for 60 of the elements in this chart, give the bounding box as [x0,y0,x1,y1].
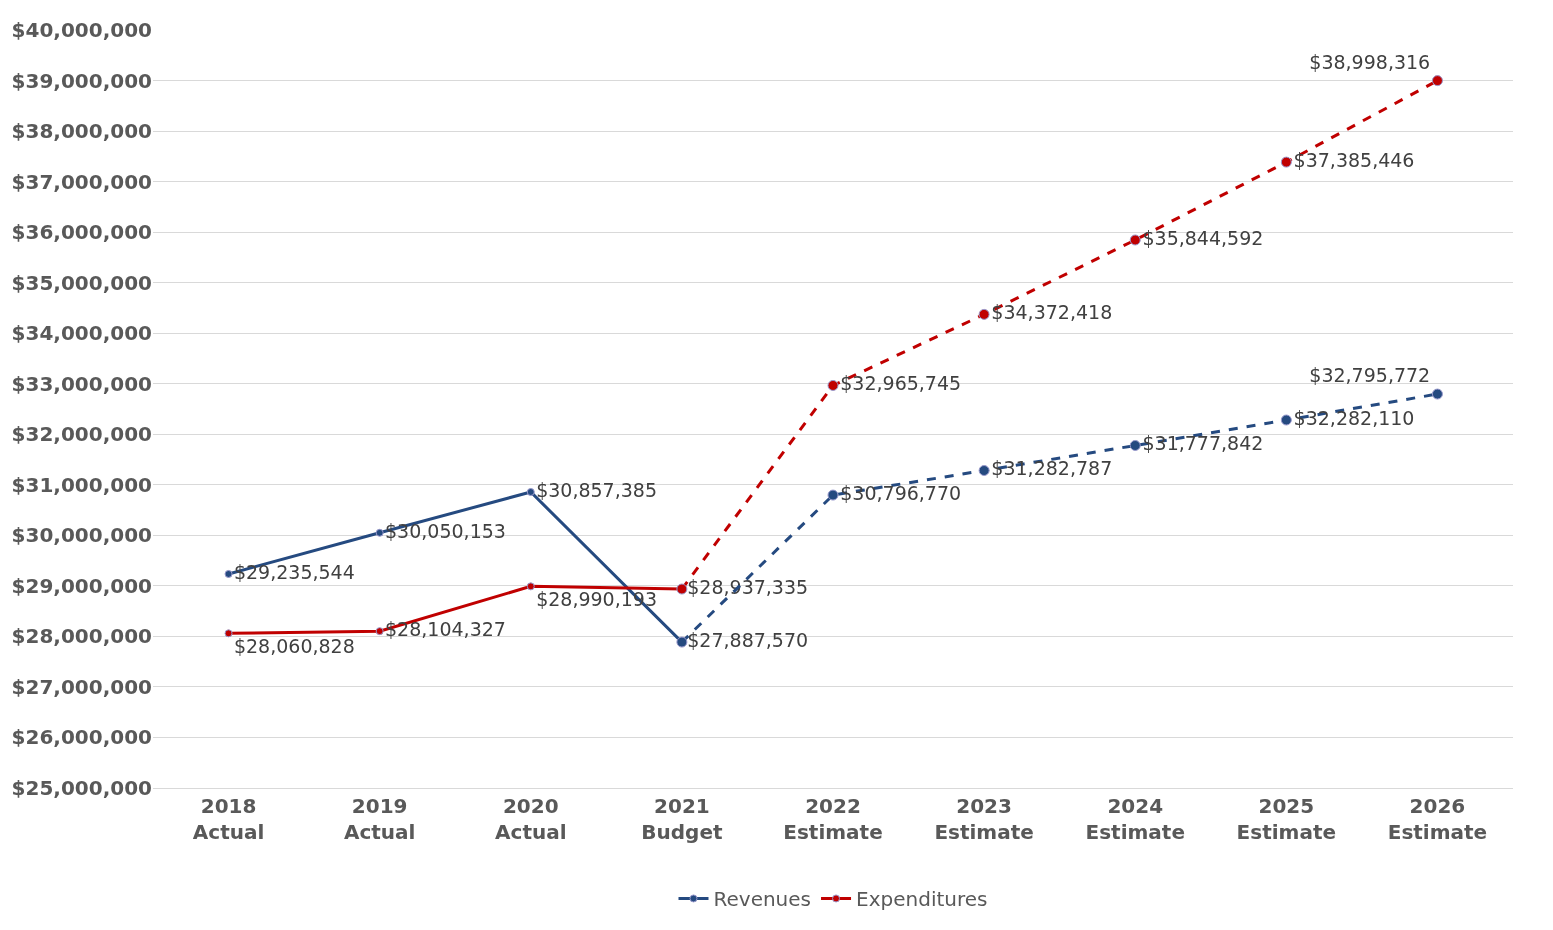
data-label: $29,235,544 [233,560,355,583]
point [526,582,535,591]
data-label: $30,796,770 [840,481,962,504]
point [827,489,839,501]
data-label: $28,937,335 [687,575,809,598]
data-label: $38,998,316 [1309,50,1431,73]
x-tick-label: 2023 Estimate [934,794,1034,844]
data-label: $31,282,787 [991,457,1113,480]
data-label: $30,050,153 [385,519,506,542]
x-tick-label: 2026 Estimate [1387,794,1488,844]
y-tick-label: $38,000,000 [11,119,152,144]
x-tick-label: 2025 Estimate [1236,794,1337,844]
y-tick-label: $31,000,000 [11,472,152,497]
point [375,528,384,537]
x-tick-label: 2019 Actual [343,794,416,844]
point [1431,75,1443,87]
x-tick-label: 2022 Estimate [783,794,883,844]
y-tick-label: $30,000,000 [11,523,152,548]
x-tick-label: 2024 Estimate [1085,794,1185,844]
point [375,627,384,636]
y-tick-label: $40,000,000 [11,18,152,42]
point [224,569,233,578]
point [1280,156,1292,168]
y-tick-label: $25,000,000 [11,776,152,800]
point [1129,439,1141,451]
y-tick-label: $34,000,000 [11,321,152,346]
point [978,308,990,320]
data-label: $32,282,110 [1293,406,1415,429]
y-tick-label: $26,000,000 [11,725,152,750]
y-tick-label: $28,000,000 [11,624,152,649]
data-label: $30,857,385 [536,478,658,501]
data-label: $28,060,828 [233,634,355,657]
x-tick-label: 2018 Actual [192,794,265,844]
y-tick-label: $35,000,000 [11,270,152,295]
y-tick-label: $37,000,000 [11,169,152,194]
y-tick-label: $32,000,000 [11,422,152,447]
y-tick-label: $39,000,000 [11,68,152,93]
point [1431,388,1443,400]
point [1280,414,1292,426]
data-label: $34,372,418 [991,301,1113,324]
x-tick-label: 2021 Budget [641,794,723,844]
x-tick-label: 2020 Actual [495,794,567,844]
legend-label: Expenditures [856,887,988,912]
data-label: $37,385,446 [1293,148,1415,171]
data-label: $28,104,327 [385,617,506,640]
y-tick-label: $33,000,000 [11,371,152,396]
y-tick-label: $36,000,000 [11,220,152,245]
point [978,465,990,477]
data-label: $31,777,842 [1142,432,1264,455]
data-label: $32,795,772 [1309,364,1431,387]
data-label: $27,887,570 [687,628,809,651]
point [1129,234,1141,246]
point [827,379,839,391]
point [526,488,535,497]
y-tick-label: $29,000,000 [11,573,152,598]
legend-label: Revenues [713,887,812,912]
y-tick-label: $27,000,000 [11,674,152,699]
data-label: $32,965,745 [840,372,962,395]
data-label: $35,844,592 [1142,226,1264,249]
point [224,629,233,638]
